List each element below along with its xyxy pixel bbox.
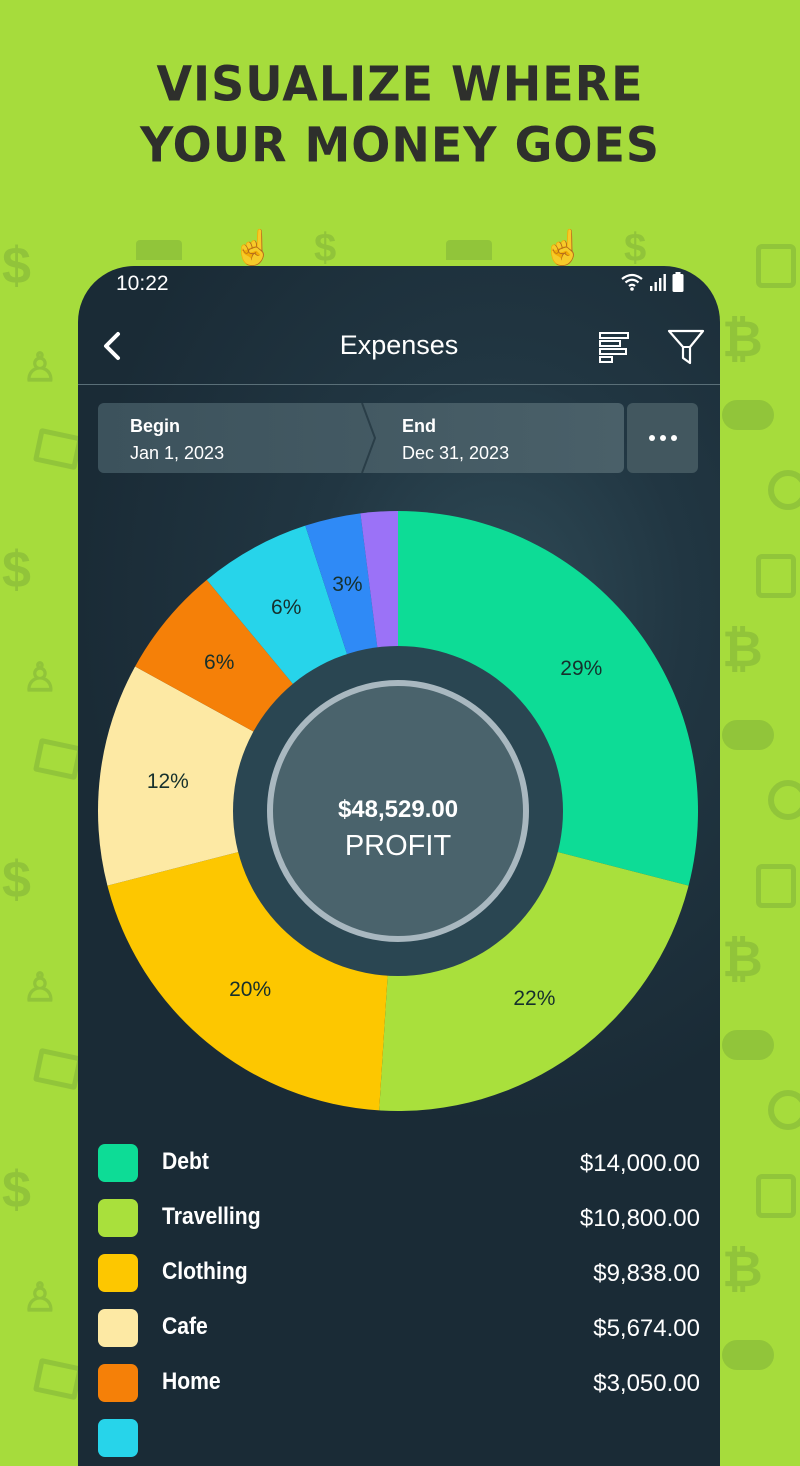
person-icon: ♙ <box>22 346 58 390</box>
cloud-icon <box>722 1340 774 1370</box>
slice-percent-label: 29% <box>560 656 603 680</box>
category-amount: $3,050.00 <box>593 1370 700 1397</box>
dollar-icon: $ <box>624 226 647 270</box>
category-amount: $5,674.00 <box>593 1315 700 1342</box>
piggy-bank-icon <box>446 240 492 260</box>
hand-coin-icon: ☝ <box>232 229 275 267</box>
page-title: Expenses <box>339 330 459 360</box>
banknote-icon <box>32 1047 84 1091</box>
slice-percent-label: 6% <box>271 595 302 619</box>
category-name: Clothing <box>162 1258 248 1285</box>
promo-headline: VISUALIZE WHERE YOUR MONEY GOES <box>0 53 800 175</box>
filter-icon[interactable] <box>666 326 706 366</box>
phone-screen: 10:22 Expenses <box>78 266 720 1466</box>
bitcoin-icon: ₿ <box>722 931 763 987</box>
headline-line-2: YOUR MONEY GOES <box>139 116 661 173</box>
piggy-bank-icon <box>136 240 182 260</box>
category-name: Cafe <box>162 1313 208 1340</box>
dollar-icon: $ <box>2 851 31 909</box>
donut-hole <box>267 680 529 942</box>
bitcoin-icon: ₿ <box>722 621 763 677</box>
end-label: End <box>402 416 436 436</box>
color-swatch <box>98 1364 138 1402</box>
dollar-icon: $ <box>314 226 337 270</box>
app-bar: Expenses <box>78 308 720 385</box>
clock-icon <box>768 470 800 510</box>
profit-label: PROFIT <box>344 830 452 862</box>
profit-amount: $48,529.00 <box>337 796 459 823</box>
color-swatch <box>98 1419 138 1457</box>
legend-item[interactable]: Home $3,050.00 <box>98 1362 700 1417</box>
person-icon: ♙ <box>22 966 58 1010</box>
legend-item[interactable]: Debt $14,000.00 <box>98 1142 700 1197</box>
banknote-icon <box>32 1357 84 1401</box>
legend-item[interactable]: Travelling $10,800.00 <box>98 1197 700 1252</box>
end-date-button[interactable]: End Dec 31, 2023 <box>402 413 509 467</box>
cloud-icon <box>722 720 774 750</box>
begin-date: Jan 1, 2023 <box>130 443 225 463</box>
status-time: 10:22 <box>116 272 169 295</box>
category-name: Travelling <box>162 1203 261 1230</box>
clock-icon <box>768 1090 800 1130</box>
category-name: Home <box>162 1368 221 1395</box>
category-amount: $14,000.00 <box>579 1150 700 1177</box>
banknote-icon <box>32 737 84 781</box>
slice-percent-label: 20% <box>229 977 272 1001</box>
slice-percent-label: 3% <box>332 572 363 596</box>
calendar-icon <box>756 864 796 908</box>
banknote-icon <box>32 427 84 471</box>
person-icon: ♙ <box>22 1276 58 1320</box>
begin-date-button[interactable]: Begin Jan 1, 2023 <box>130 413 224 467</box>
calendar-icon <box>756 244 796 288</box>
date-range-selector: Begin Jan 1, 2023 End Dec 31, 2023 <box>98 403 624 473</box>
color-swatch <box>98 1254 138 1292</box>
begin-label: Begin <box>130 416 181 436</box>
slice-percent-label: 12% <box>146 769 189 793</box>
battery-icon <box>672 272 684 292</box>
calendar-icon <box>756 1174 796 1218</box>
dollar-icon: $ <box>2 1161 31 1219</box>
headline-line-1: VISUALIZE WHERE <box>156 55 644 112</box>
dollar-icon: $ <box>2 541 31 599</box>
category-amount: $9,838.00 <box>593 1260 700 1287</box>
category-amount: $10,800.00 <box>579 1205 700 1232</box>
chevron-right-divider-icon <box>361 403 377 473</box>
bitcoin-icon: ₿ <box>722 1241 763 1297</box>
hand-coin-icon: ☝ <box>542 229 585 267</box>
dollar-icon: $ <box>2 237 31 295</box>
slice-percent-label: 22% <box>513 986 556 1010</box>
color-swatch <box>98 1309 138 1347</box>
end-date: Dec 31, 2023 <box>402 443 510 463</box>
cloud-icon <box>722 1030 774 1060</box>
signal-icon <box>650 274 666 291</box>
sort-icon[interactable] <box>598 330 632 364</box>
person-icon: ♙ <box>22 656 58 700</box>
color-swatch <box>98 1144 138 1182</box>
slice-percent-label: 6% <box>204 651 235 675</box>
legend-item[interactable]: Clothing $9,838.00 <box>98 1252 700 1307</box>
more-options-button[interactable] <box>627 403 698 473</box>
status-bar: 10:22 <box>78 266 720 306</box>
wifi-icon <box>621 273 643 291</box>
category-name: Debt <box>162 1148 209 1175</box>
cloud-icon <box>722 400 774 430</box>
expense-donut-chart[interactable] <box>78 266 720 1166</box>
legend-item[interactable]: Cafe $5,674.00 <box>98 1307 700 1362</box>
more-horizontal-icon <box>648 435 655 441</box>
color-swatch <box>98 1199 138 1237</box>
calendar-icon <box>756 554 796 598</box>
clock-icon <box>768 780 800 820</box>
category-legend: Debt $14,000.00 Travelling $10,800.00 Cl… <box>98 1142 700 1466</box>
bitcoin-icon: ₿ <box>722 311 763 367</box>
chevron-left-icon[interactable] <box>94 326 134 366</box>
legend-item[interactable] <box>98 1417 700 1466</box>
